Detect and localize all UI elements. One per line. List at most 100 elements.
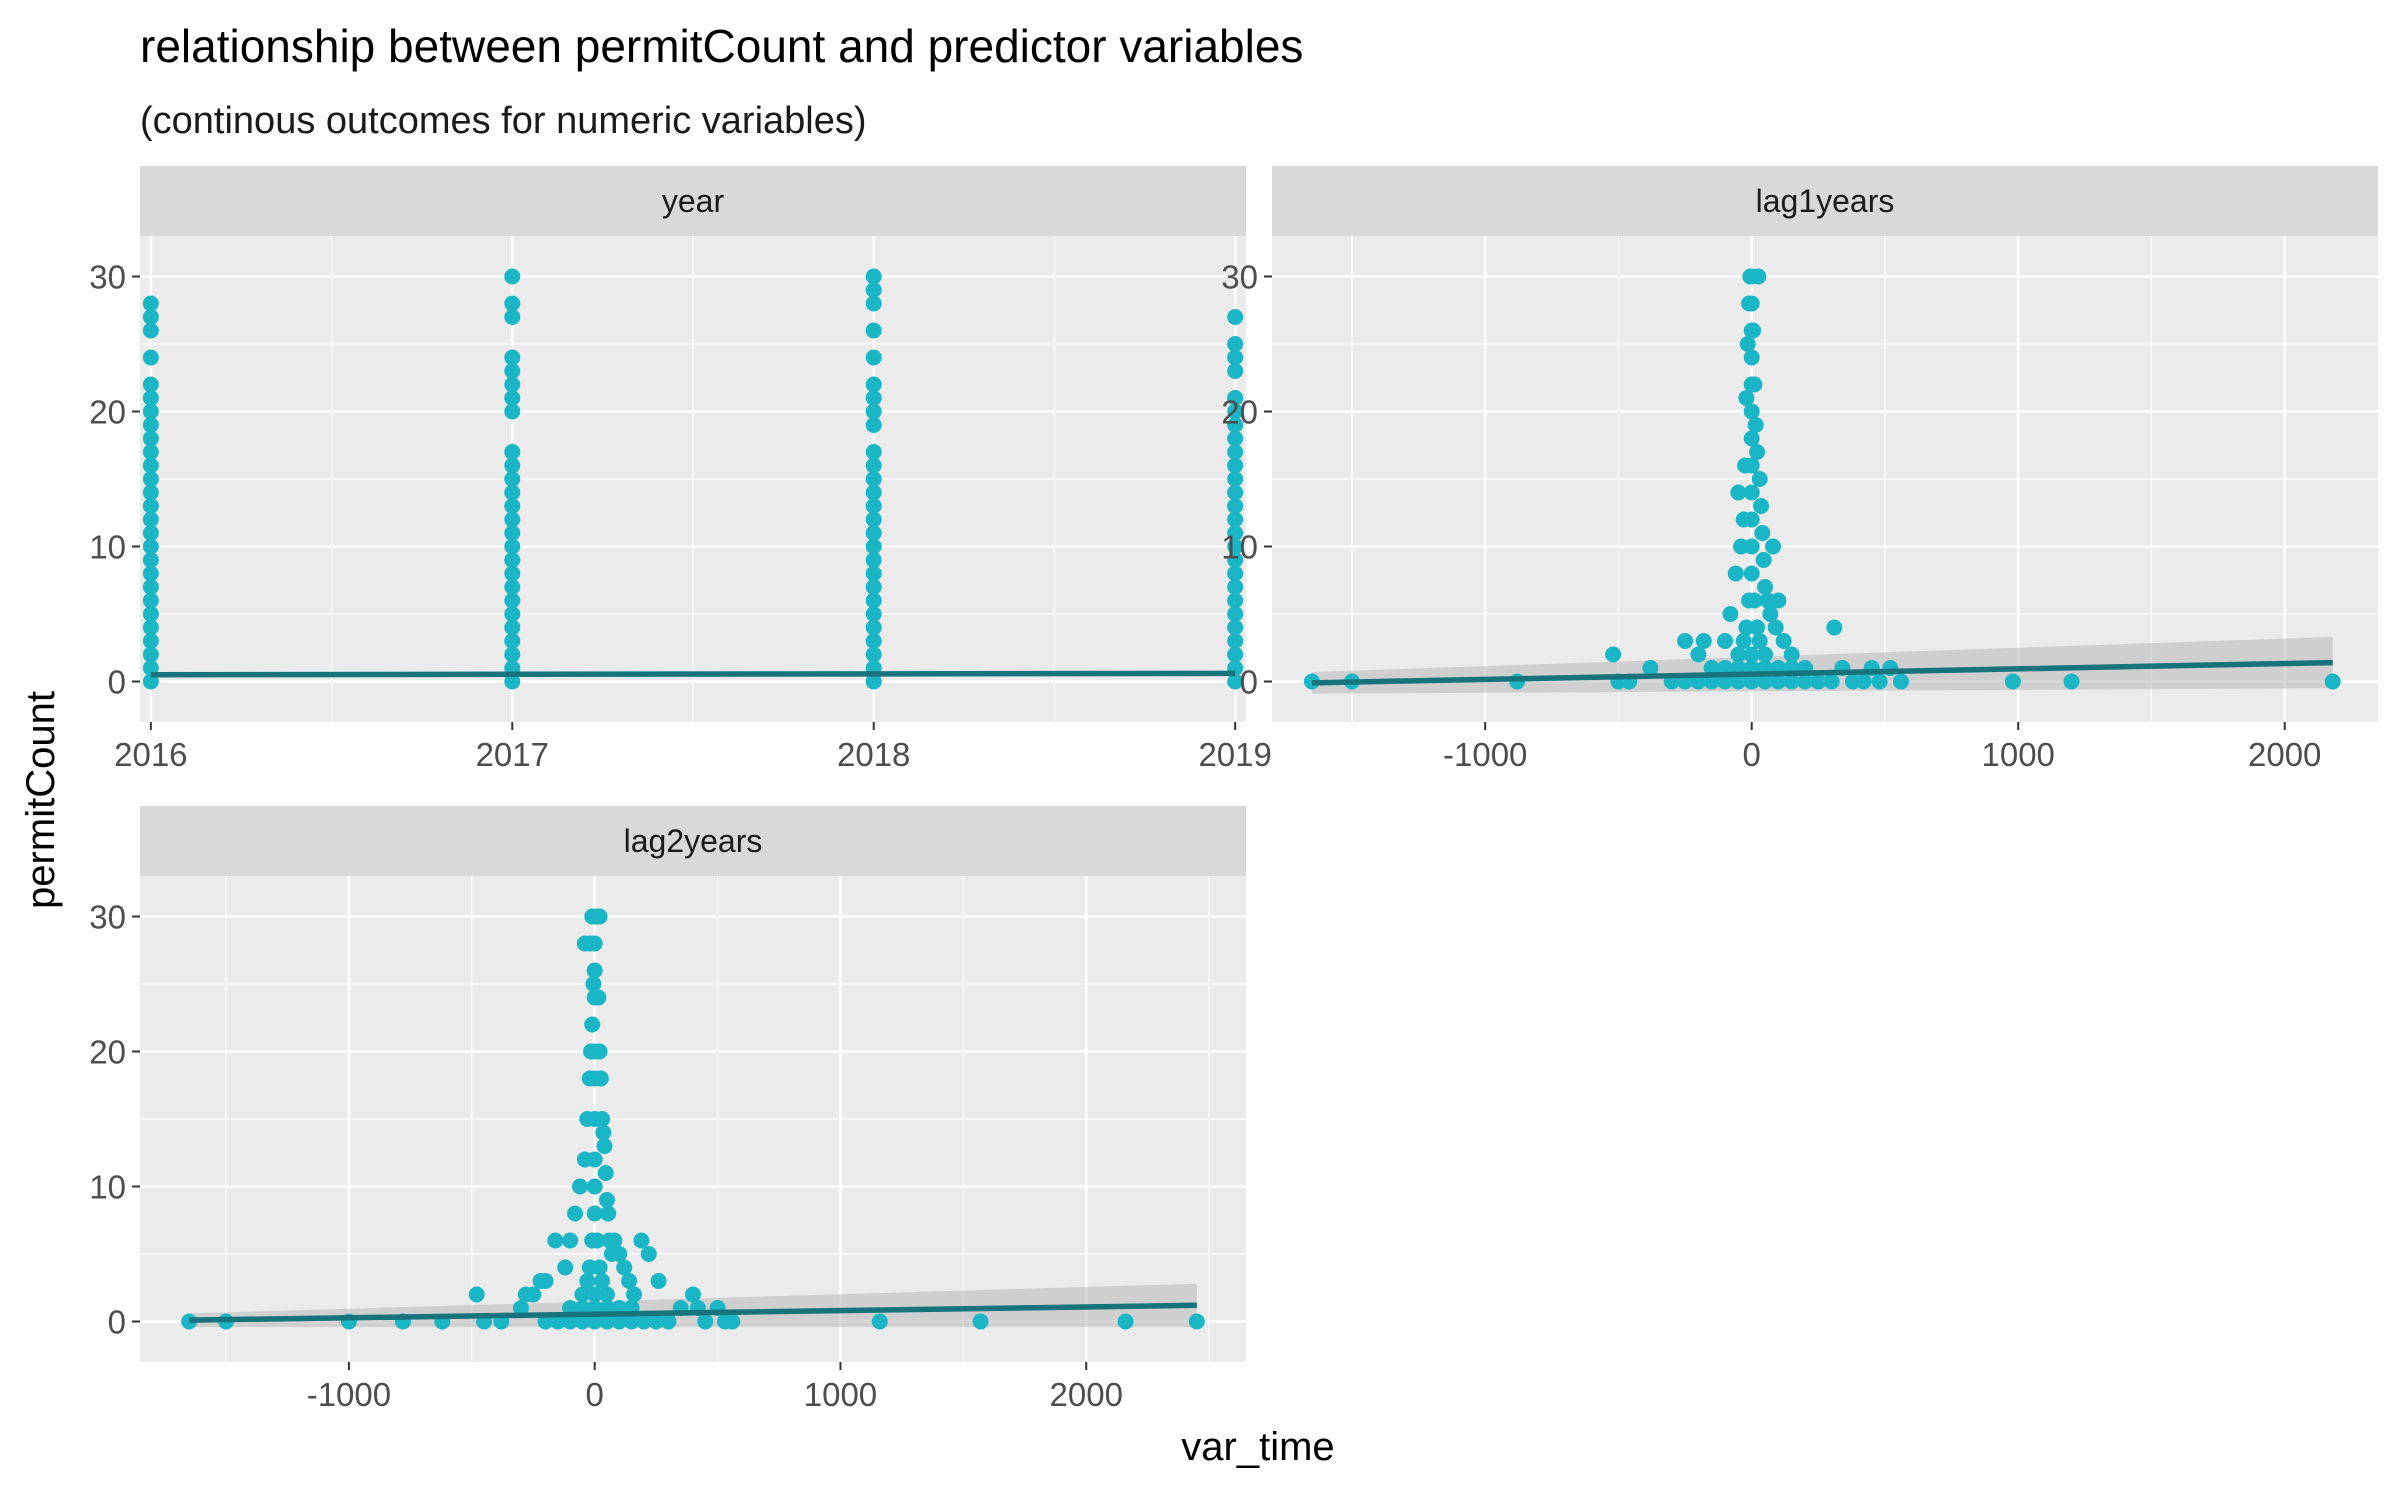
- data-point: [1727, 565, 1744, 582]
- y-tick-label: 0: [108, 664, 126, 701]
- data-point: [504, 606, 521, 622]
- data-point: [1743, 349, 1760, 366]
- data-point: [1765, 538, 1782, 555]
- facet-panel-lag1years: lag1years 0 10 20 30 -1000 0 1000 2000: [1221, 166, 2378, 773]
- data-point: [504, 403, 521, 420]
- data-point: [584, 908, 601, 925]
- data-point: [504, 390, 521, 406]
- data-point: [865, 538, 882, 555]
- data-point: [1227, 565, 1244, 582]
- data-point: [1746, 592, 1763, 609]
- data-point: [512, 1300, 529, 1316]
- data-point: [598, 1192, 615, 1208]
- data-point: [504, 592, 521, 609]
- data-point: [635, 1313, 652, 1330]
- data-point: [865, 525, 882, 541]
- data-point: [504, 349, 521, 366]
- data-point: [865, 646, 882, 663]
- facet-strip-label: lag2years: [624, 823, 763, 859]
- data-point: [871, 1313, 888, 1330]
- data-point: [504, 457, 521, 474]
- data-point: [1117, 1313, 1134, 1330]
- data-point: [142, 376, 159, 393]
- data-point: [142, 444, 159, 460]
- data-point: [1227, 552, 1244, 568]
- data-point: [865, 606, 882, 622]
- data-point: [1770, 673, 1787, 690]
- data-point: [574, 1313, 591, 1330]
- data-point: [1775, 633, 1792, 649]
- x-tick-label: 2019: [1198, 736, 1271, 773]
- x-tick-label: -1000: [1443, 736, 1527, 773]
- data-point: [597, 1165, 614, 1181]
- data-point: [865, 282, 882, 298]
- data-point: [504, 444, 521, 460]
- data-point: [142, 511, 159, 528]
- data-point: [865, 565, 882, 582]
- data-point: [1677, 633, 1694, 649]
- data-point: [581, 935, 598, 952]
- data-point: [1743, 430, 1760, 447]
- data-point: [562, 1232, 579, 1249]
- data-point: [616, 1259, 633, 1276]
- data-point: [1750, 268, 1767, 285]
- data-point: [1743, 646, 1760, 663]
- data-point: [525, 1286, 542, 1303]
- data-point: [591, 1259, 608, 1276]
- data-point: [685, 1286, 701, 1303]
- chart-title: relationship between permitCount and pre…: [140, 20, 1303, 72]
- data-point: [1757, 646, 1774, 663]
- data-point: [2063, 673, 2080, 690]
- data-point: [142, 498, 159, 514]
- chart-subtitle: (continous outcomes for numeric variable…: [140, 100, 867, 142]
- data-point: [1749, 444, 1766, 460]
- data-point: [504, 579, 521, 595]
- data-point: [142, 592, 159, 609]
- data-point: [1743, 565, 1760, 582]
- data-point: [1743, 538, 1760, 555]
- data-point: [2324, 673, 2341, 690]
- data-point: [1743, 484, 1760, 501]
- data-point: [574, 1286, 591, 1303]
- data-point: [611, 1313, 628, 1330]
- data-point: [1227, 403, 1244, 420]
- data-point: [142, 579, 159, 595]
- data-point: [1227, 538, 1244, 555]
- data-point: [468, 1286, 485, 1303]
- data-point: [142, 390, 159, 406]
- data-point: [648, 1313, 665, 1330]
- data-point: [1227, 633, 1244, 649]
- data-point: [1695, 633, 1712, 649]
- data-point: [1642, 660, 1659, 676]
- data-point: [1783, 646, 1800, 663]
- data-point: [611, 1246, 628, 1262]
- data-point: [640, 1246, 657, 1262]
- x-tick-label: 2017: [476, 736, 549, 773]
- facet-strip-label: lag1years: [1756, 183, 1895, 219]
- data-point: [1762, 606, 1779, 622]
- data-point: [1754, 525, 1771, 541]
- data-point: [1227, 457, 1244, 474]
- data-point: [547, 1232, 564, 1249]
- facet-panels: year 0 10 20 30 2016 2017 2018 2019 lag1years 0 10 2…: [89, 166, 2378, 1413]
- data-point: [1227, 592, 1244, 609]
- data-point: [142, 565, 159, 582]
- data-point: [1783, 673, 1800, 690]
- data-point: [865, 322, 882, 339]
- y-tick-label: 10: [1221, 529, 1258, 566]
- data-point: [562, 1313, 579, 1330]
- regression-line: [1311, 659, 2333, 686]
- data-point: [579, 1273, 596, 1289]
- data-point: [586, 1043, 603, 1060]
- data-point: [504, 673, 521, 690]
- data-point: [1730, 646, 1747, 663]
- data-point: [697, 1313, 714, 1330]
- facet-panel-lag2years: lag2years 0 10 20 30 -1000 0 1000 2000: [89, 806, 1246, 1413]
- y-tick-label: 30: [89, 259, 126, 296]
- data-point: [606, 1232, 623, 1249]
- regression-line: [189, 1302, 1197, 1323]
- data-point: [557, 1259, 574, 1276]
- x-tick-label: -1000: [307, 1376, 391, 1413]
- data-point: [142, 403, 159, 420]
- data-point: [1810, 673, 1827, 690]
